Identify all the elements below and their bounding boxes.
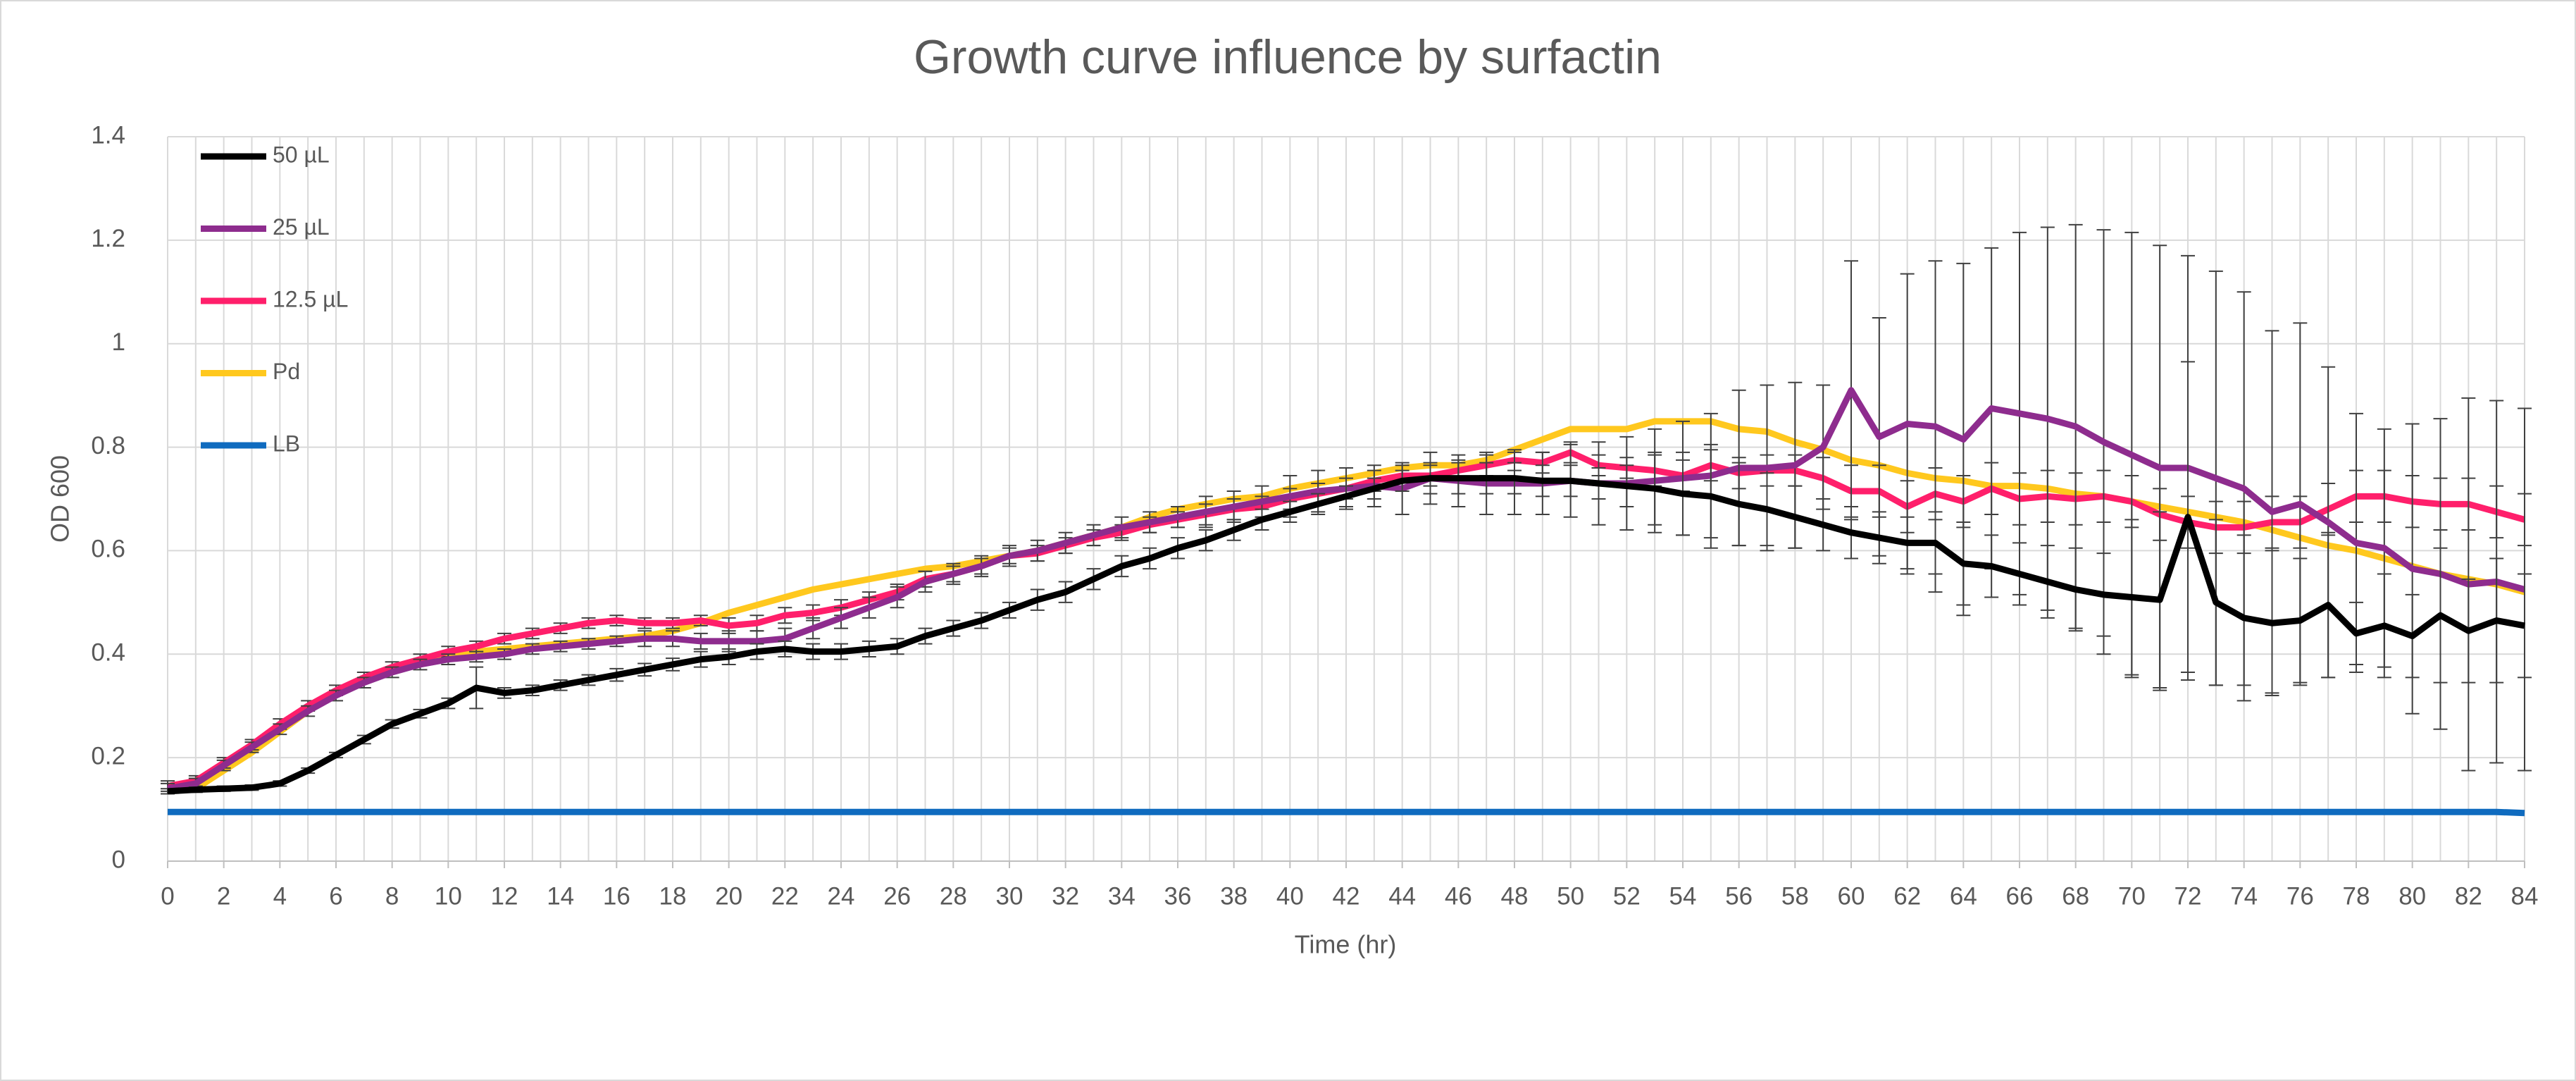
x-tick-label: 24 — [828, 882, 855, 910]
x-tick-label: 66 — [2006, 882, 2034, 910]
x-tick-label: 50 — [1557, 882, 1584, 910]
x-tick-label: 46 — [1445, 882, 1472, 910]
x-tick-label: 22 — [771, 882, 799, 910]
x-tick-label: 52 — [1613, 882, 1641, 910]
x-tick-label: 18 — [659, 882, 687, 910]
y-tick-label: 1.4 — [91, 121, 125, 149]
x-tick-label: 76 — [2286, 882, 2314, 910]
x-tick-label: 14 — [547, 882, 574, 910]
legend-label: 12.5 µL — [273, 286, 348, 311]
x-tick-label: 62 — [1893, 882, 1921, 910]
x-tick-label: 72 — [2174, 882, 2202, 910]
x-tick-label: 2 — [217, 882, 230, 910]
x-tick-label: 4 — [273, 882, 287, 910]
y-tick-label: 0 — [112, 846, 125, 873]
y-axis-label: OD 600 — [46, 455, 75, 543]
x-tick-label: 6 — [329, 882, 342, 910]
x-tick-label: 8 — [385, 882, 399, 910]
y-tick-label: 1.2 — [91, 225, 125, 252]
x-tick-label: 32 — [1052, 882, 1079, 910]
x-tick-label: 68 — [2062, 882, 2089, 910]
legend-label: Pd — [273, 359, 300, 384]
x-tick-label: 70 — [2118, 882, 2146, 910]
x-tick-label: 64 — [1950, 882, 1977, 910]
x-tick-label: 36 — [1164, 882, 1192, 910]
x-tick-label: 74 — [2230, 882, 2258, 910]
x-tick-label: 42 — [1333, 882, 1360, 910]
x-tick-label: 28 — [940, 882, 967, 910]
y-tick-label: 0.2 — [91, 742, 125, 770]
series-line — [168, 808, 2525, 817]
y-tick-label: 0.6 — [91, 536, 125, 563]
x-tick-label: 60 — [1838, 882, 1865, 910]
x-tick-label: 40 — [1276, 882, 1304, 910]
x-tick-label: 78 — [2343, 882, 2370, 910]
x-tick-label: 84 — [2511, 882, 2539, 910]
x-tick-label: 58 — [1781, 882, 1809, 910]
x-tick-label: 80 — [2398, 882, 2426, 910]
x-tick-label: 12 — [491, 882, 518, 910]
x-axis-label: Time (hr) — [1295, 930, 1397, 959]
x-tick-label: 30 — [996, 882, 1023, 910]
x-tick-label: 10 — [435, 882, 462, 910]
x-tick-label: 26 — [883, 882, 911, 910]
series-line — [167, 475, 2525, 795]
x-tick-label: 56 — [1725, 882, 1753, 910]
x-tick-label: 54 — [1669, 882, 1697, 910]
x-tick-label: 82 — [2455, 882, 2482, 910]
x-tick-label: 34 — [1108, 882, 1135, 910]
legend-label: 25 µL — [273, 214, 330, 240]
x-tick-label: 44 — [1388, 882, 1416, 910]
y-tick-label: 0.8 — [91, 432, 125, 459]
chart-title: Growth curve influence by surfactin — [914, 30, 1662, 84]
y-tick-label: 1 — [112, 328, 125, 356]
y-tick-label: 0.4 — [91, 639, 125, 667]
x-tick-label: 0 — [161, 882, 174, 910]
x-tick-label: 48 — [1501, 882, 1529, 910]
x-tick-label: 20 — [715, 882, 742, 910]
legend-label: 50 µL — [273, 142, 330, 167]
x-tick-label: 38 — [1220, 882, 1247, 910]
x-tick-label: 16 — [603, 882, 630, 910]
legend-label: LB — [273, 431, 300, 456]
